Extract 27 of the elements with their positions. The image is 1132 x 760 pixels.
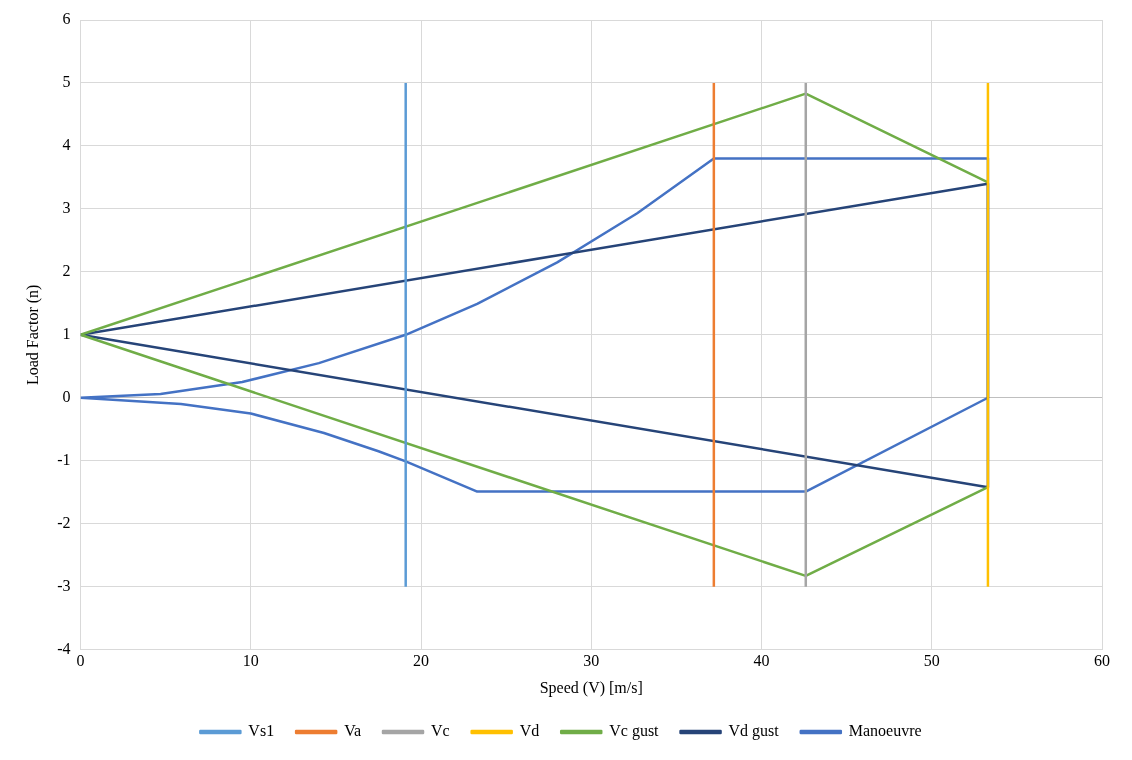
legend-label: Manoeuvre (848, 722, 922, 740)
legend-label: Vd (519, 722, 540, 740)
legend-label: Vs1 (248, 722, 275, 740)
x-tick-label: 0 (76, 652, 85, 670)
y-tick-label: -4 (57, 639, 71, 657)
y-axis-title: Load Factor (n) (23, 284, 42, 385)
y-tick-label: 6 (62, 10, 71, 28)
y-tick-label: -3 (57, 576, 71, 594)
y-tick-label: 2 (62, 262, 71, 280)
x-tick-label: 50 (923, 652, 940, 670)
x-tick-label: 20 (413, 652, 430, 670)
y-tick-label: -2 (57, 513, 71, 531)
y-tick-label: 1 (62, 325, 71, 342)
x-tick-label: 40 (753, 652, 770, 670)
legend-label: Vd gust (728, 722, 780, 741)
y-tick-label: -1 (57, 450, 71, 468)
legend-label: Vc gust (609, 722, 660, 741)
x-tick-label: 60 (1094, 652, 1110, 670)
y-tick-label: 3 (62, 199, 71, 217)
legend-label: Vc (431, 722, 450, 740)
y-tick-label: 4 (62, 136, 71, 154)
y-tick-label: 0 (62, 387, 71, 405)
x-tick-label: 10 (242, 652, 259, 670)
x-tick-label: 30 (583, 652, 600, 670)
y-tick-label: 5 (62, 73, 71, 91)
legend-label: Va (344, 722, 362, 740)
x-axis-title: Speed (V) [m/s] (539, 678, 643, 697)
